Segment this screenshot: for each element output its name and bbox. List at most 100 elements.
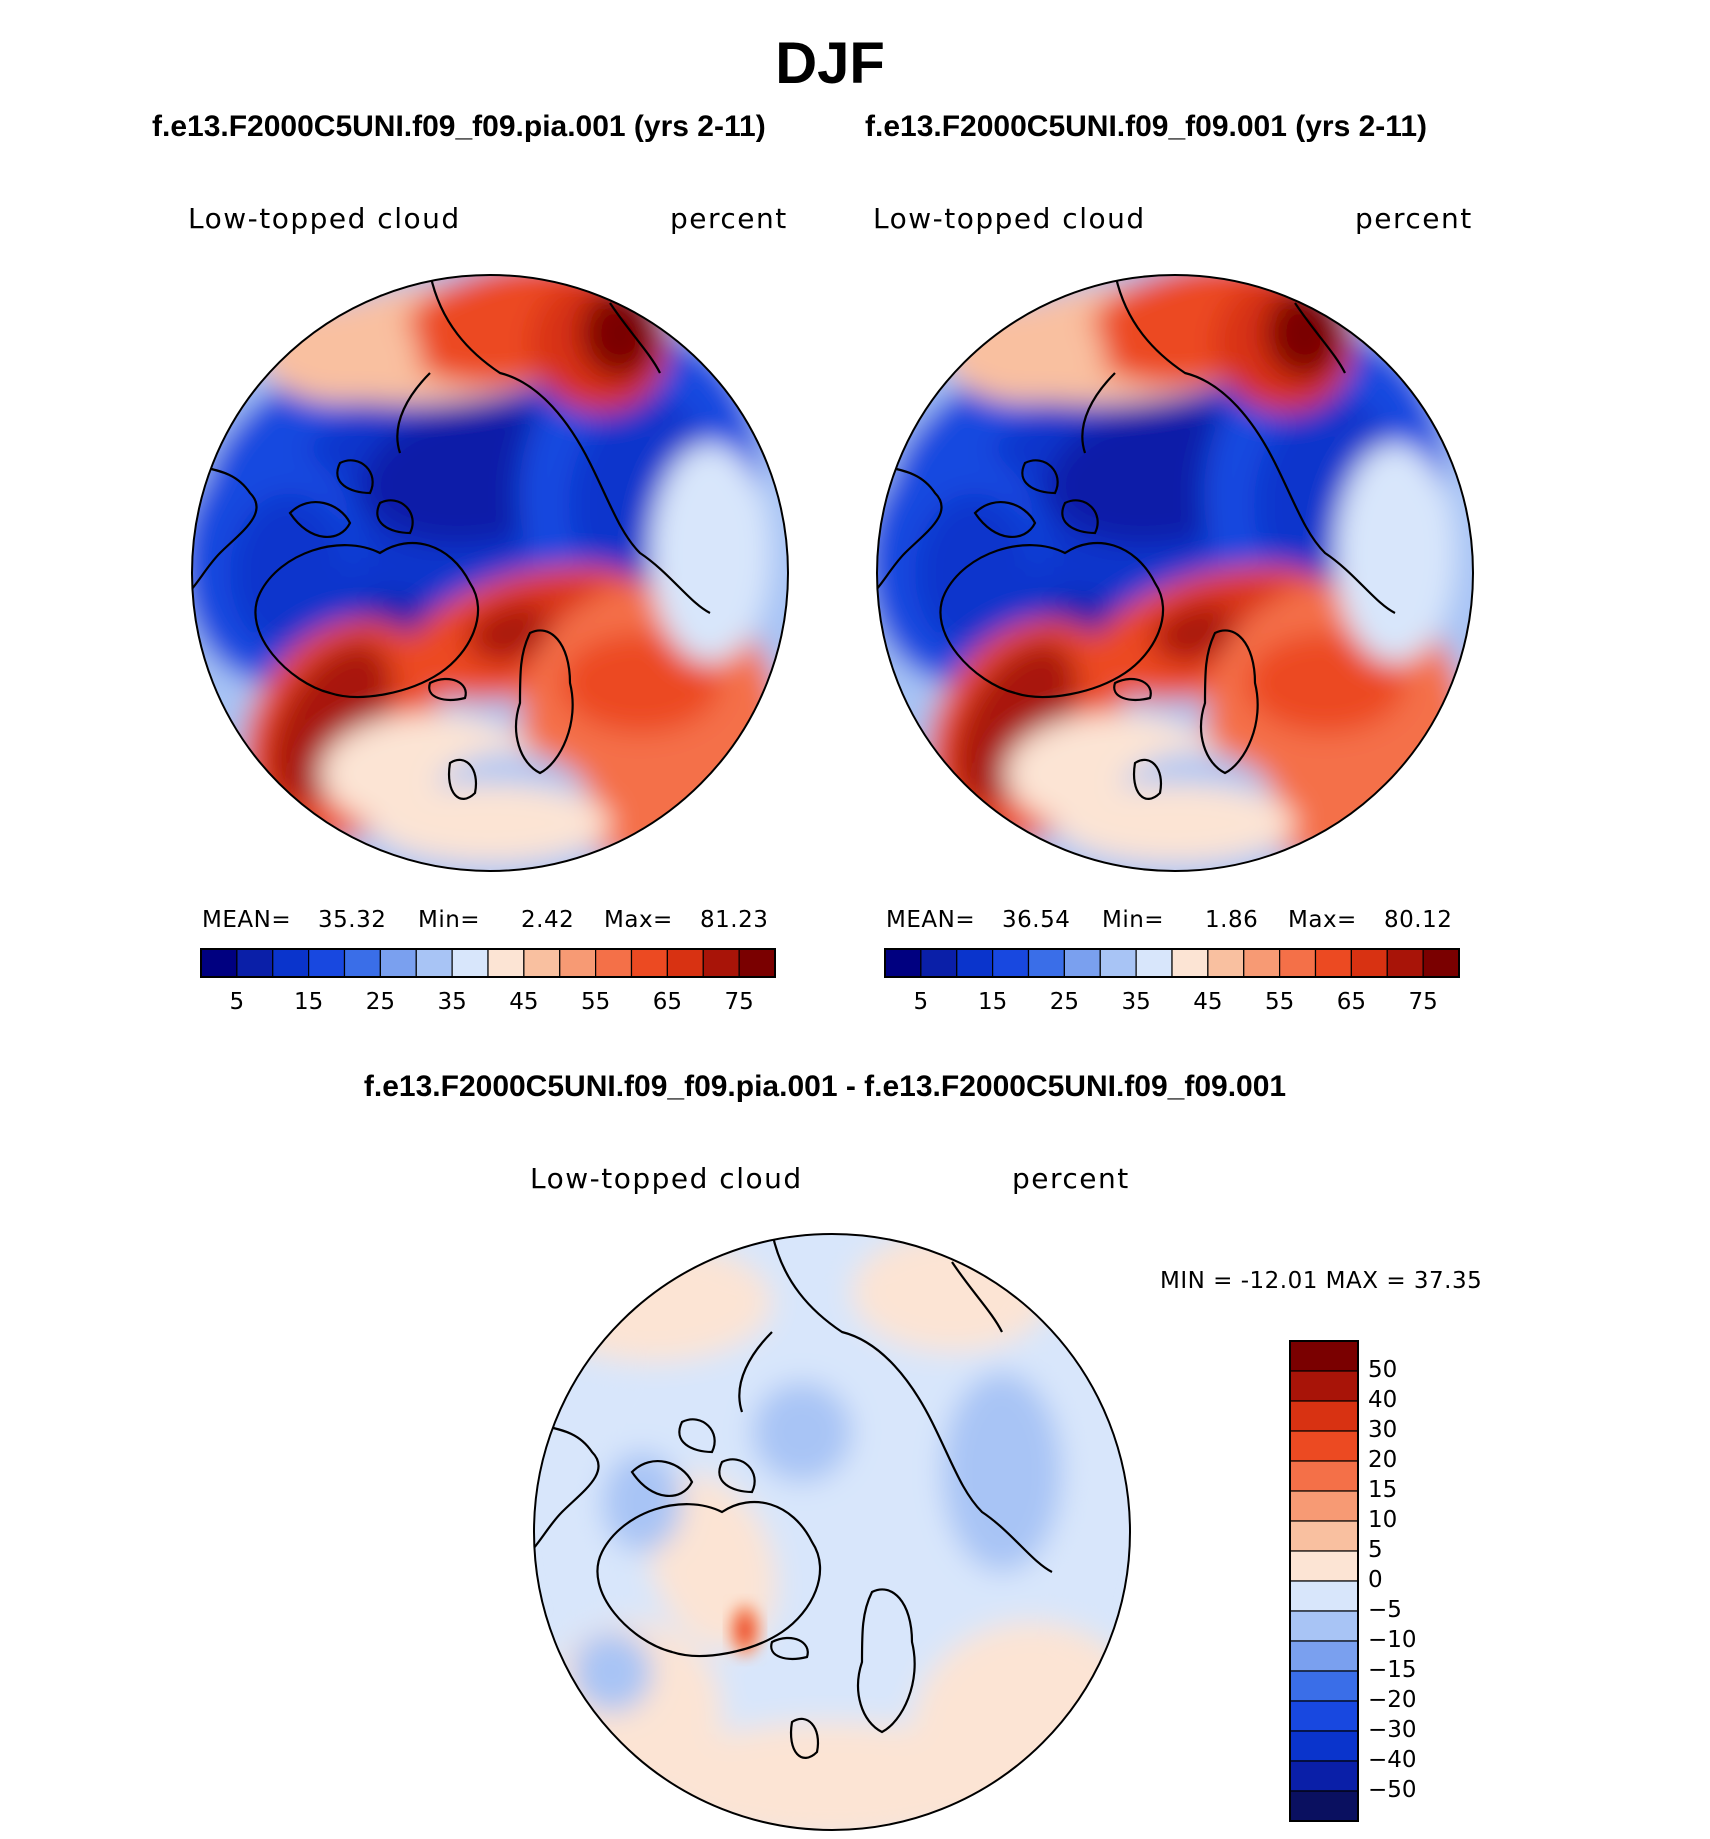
colorbar-swatch (920, 948, 958, 978)
coastline (376, 499, 414, 535)
colorbar-swatch (1289, 1550, 1359, 1582)
coastline (596, 1500, 822, 1658)
panel2-max-value: 80.12 (1384, 907, 1453, 933)
panel2-units-label: percent (1355, 202, 1473, 235)
field-blob (560, 633, 720, 733)
colorbar-swatch (1135, 948, 1173, 978)
colorbar-swatch (415, 948, 453, 978)
field-blob (534, 1242, 772, 1362)
coastline (718, 1458, 756, 1494)
panel3-colorbar (1289, 1340, 1359, 1822)
colorbar-swatch (1289, 1370, 1359, 1402)
field-blob (572, 1252, 1092, 1772)
coastline (1200, 629, 1259, 775)
colorbar-tick-label: 0 (1368, 1567, 1383, 1593)
coastline (336, 459, 374, 495)
panel1-max-value: 81.23 (700, 907, 769, 933)
colorbar-swatch (487, 948, 525, 978)
panel1-mean-label: MEAN= (202, 907, 292, 933)
panel1-max-label: Max= (604, 907, 673, 933)
coastline (288, 501, 352, 538)
coastline (678, 1418, 716, 1454)
colorbar-swatch (451, 948, 489, 978)
coastline (428, 275, 711, 614)
colorbar-tick-label: 5 (1368, 1537, 1383, 1563)
colorbar-tick-label: 65 (1336, 989, 1367, 1015)
colorbar-tick-label: −15 (1368, 1657, 1417, 1683)
colorbar-swatch (1289, 1700, 1359, 1732)
colorbar-swatch (738, 948, 776, 978)
colorbar-tick-label: 25 (1049, 989, 1080, 1015)
colorbar-tick-label: 55 (580, 989, 611, 1015)
coastline (738, 1331, 773, 1413)
colorbar-swatch (1289, 1730, 1359, 1762)
greenland-anomaly (729, 1604, 761, 1656)
coastline (1021, 459, 1059, 495)
colorbar-tick-label: −20 (1368, 1687, 1417, 1713)
field-blobs (534, 1234, 1130, 1830)
colorbar-swatch (379, 948, 417, 978)
colorbar-swatch (884, 948, 922, 978)
colorbar-tick-label: 10 (1368, 1507, 1398, 1533)
colorbar-tick-label: 15 (1368, 1477, 1398, 1503)
anomaly-core (737, 1616, 753, 1644)
panel3-minmax-text: MIN = -12.01 MAX = 37.35 (1160, 1268, 1483, 1294)
field-blob (470, 606, 550, 660)
coastline (770, 1234, 1053, 1573)
colorbar-swatch (1171, 948, 1209, 978)
colorbar-swatch (1289, 1520, 1359, 1552)
coastline (939, 541, 1165, 699)
figure-title: DJF (775, 31, 885, 96)
field-blob (1155, 606, 1235, 660)
panel3-units-label: percent (1012, 1162, 1130, 1195)
colorbar-swatch (1027, 948, 1065, 978)
panel1-case-title: f.e13.F2000C5UNI.f09_f09.pia.001 (yrs 2-… (152, 110, 766, 143)
field-blob (1055, 783, 1295, 863)
coastline (1061, 499, 1099, 535)
colorbar-swatch (343, 948, 381, 978)
field-blob (942, 1372, 1062, 1572)
colorbar-swatch (595, 948, 633, 978)
colorbar-tick-label: −10 (1368, 1627, 1417, 1653)
colorbar-swatch (992, 948, 1030, 978)
panel2-mean-label: MEAN= (886, 907, 976, 933)
panel2-map-border (876, 274, 1474, 872)
colorbar-swatch (1289, 1760, 1359, 1792)
colorbar-swatch (1350, 948, 1388, 978)
colorbar-swatch (956, 948, 994, 978)
field-blob (1245, 633, 1405, 733)
colorbar-swatch (1289, 1790, 1359, 1822)
colorbar-swatch (1279, 948, 1317, 978)
colorbar-swatch (1289, 1340, 1359, 1372)
colorbar-swatch (523, 948, 561, 978)
colorbar-tick-label: −40 (1368, 1747, 1417, 1773)
colorbar-swatch (1243, 948, 1281, 978)
field-blob (852, 1234, 1052, 1352)
field-blob (1335, 443, 1455, 663)
panel1-units-label: percent (670, 202, 788, 235)
colorbar-tick-label: 35 (1121, 989, 1151, 1015)
colorbar-tick-label: 5 (913, 989, 929, 1015)
colorbar-swatch (200, 948, 238, 978)
colorbar-frame (884, 948, 1460, 978)
panel3-map-border (533, 1233, 1131, 1831)
colorbar-tick-label: 45 (1193, 989, 1223, 1015)
panel1-cloud-field (192, 275, 788, 871)
coastline (396, 372, 431, 454)
colorbar-swatch (1289, 1610, 1359, 1642)
coastline (1294, 302, 1346, 374)
colorbar-swatch (1289, 1490, 1359, 1522)
colorbar-swatch (1386, 948, 1424, 978)
colorbar-frame (200, 948, 776, 978)
colorbar-tick-label: 30 (1368, 1417, 1398, 1443)
colorbar-swatch (272, 948, 310, 978)
colorbar-swatch (1289, 1430, 1359, 1462)
colorbar-swatch (1314, 948, 1352, 978)
panel1-colorbar (200, 948, 776, 978)
coastline (857, 1588, 916, 1734)
panel2-map (876, 274, 1474, 872)
colorbar-swatch (1289, 1460, 1359, 1492)
panel2-variable-label: Low-topped cloud (873, 202, 1146, 235)
panel2-cloud-field (877, 275, 1473, 871)
